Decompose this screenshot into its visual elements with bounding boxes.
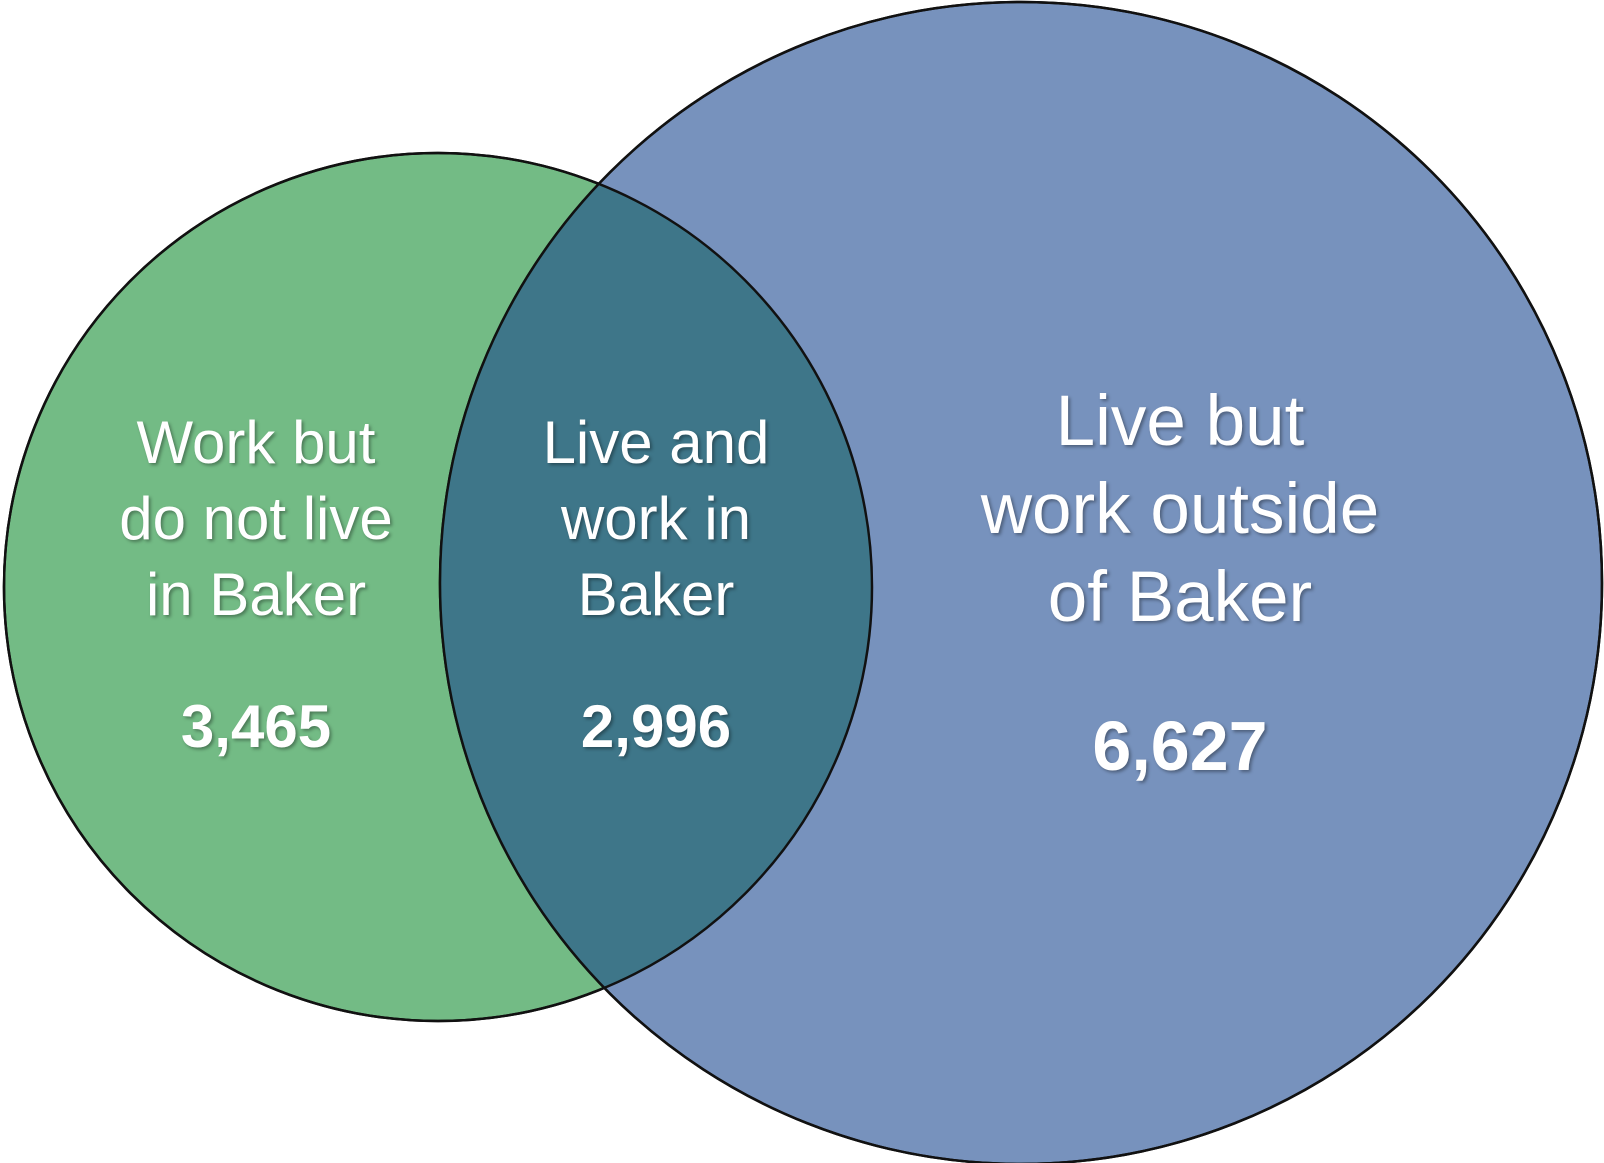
both-label-line-3: Baker <box>577 561 735 628</box>
live-only-value: 6,627 <box>1092 707 1268 785</box>
both-label-line-2: work in <box>560 485 752 552</box>
both-value: 2,996 <box>580 693 732 760</box>
live-circle-outline <box>438 0 1604 1163</box>
live-only-label-line-1: Live but <box>1055 382 1305 461</box>
work-only-label: Work but do not live in Baker <box>86 405 426 633</box>
work-only-label-line-1: Work but <box>136 409 376 476</box>
both-label-line-1: Live and <box>542 409 770 476</box>
live-only-label-line-3: of Baker <box>1047 558 1313 637</box>
work-circle-outline <box>2 151 874 1023</box>
work-only-label-line-2: do not live <box>119 485 393 552</box>
live-only-label-line-2: work outside <box>980 470 1380 549</box>
both-label: Live and work in Baker <box>486 405 826 633</box>
work-only-label-line-3: in Baker <box>145 561 367 628</box>
live-only-label: Live but work outside of Baker <box>930 378 1430 642</box>
overlap-region <box>440 153 872 1021</box>
work-only-value: 3,465 <box>180 693 332 760</box>
